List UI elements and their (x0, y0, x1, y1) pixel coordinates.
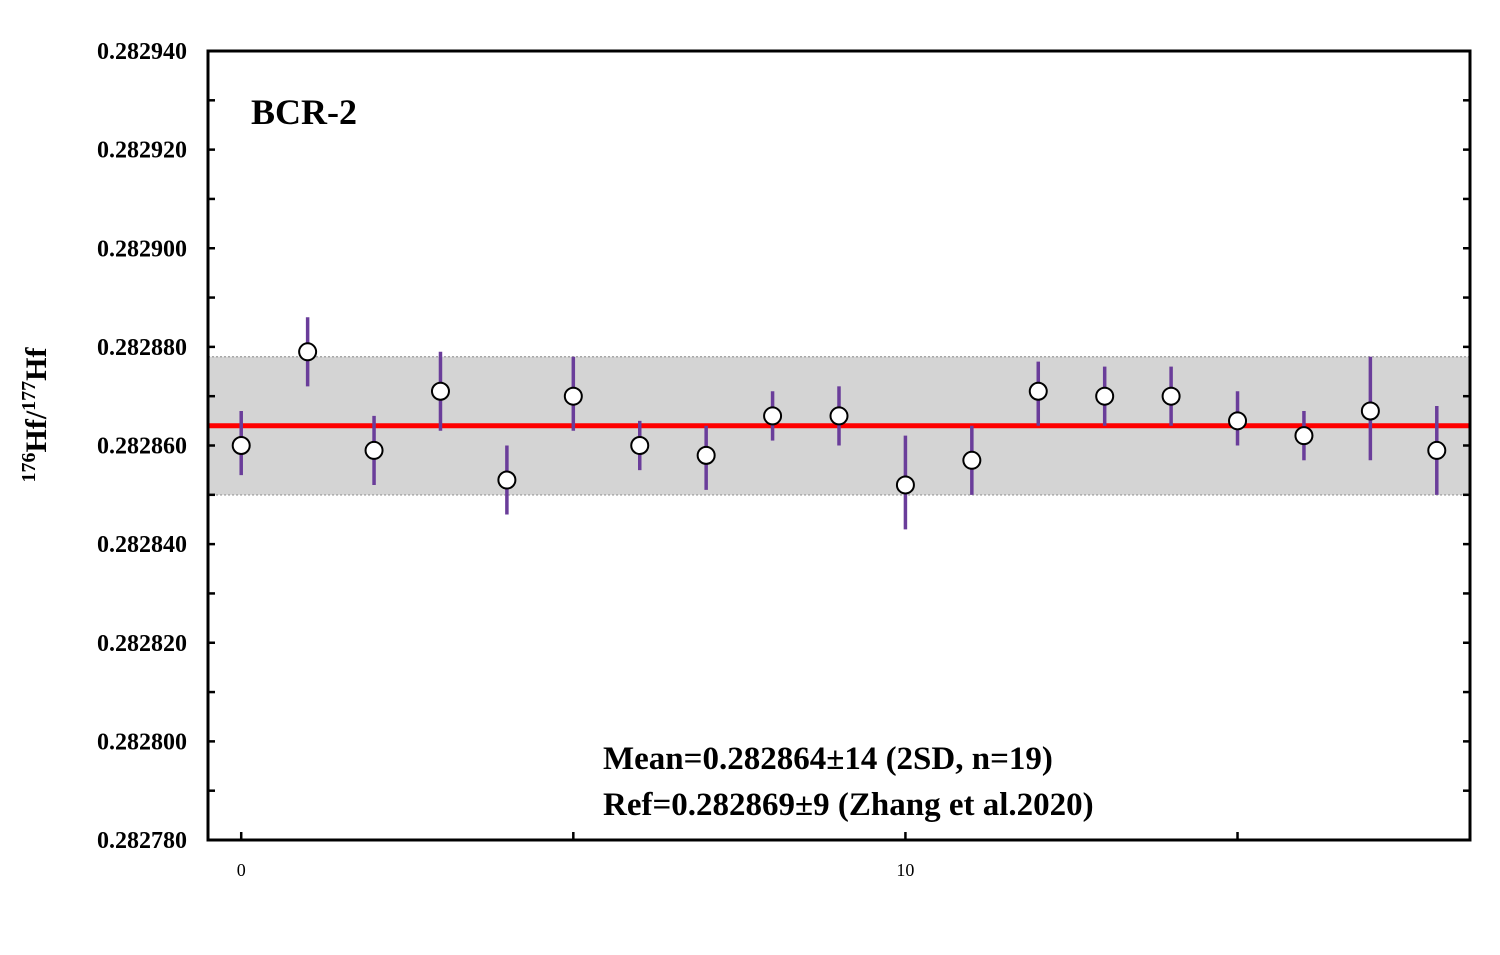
reference-annotation: Ref=0.282869±9 (Zhang et al.2020) (603, 787, 1094, 823)
y-tick-label: 0.282860 (97, 434, 187, 460)
data-point (895, 475, 915, 495)
data-point (763, 406, 783, 426)
data-point (231, 436, 251, 455)
point-layer (231, 342, 1447, 495)
x-tick-label: 10 (896, 860, 914, 880)
y-tick-label: 0.282940 (97, 39, 187, 65)
data-point (829, 406, 849, 426)
y-tick-label: 0.282900 (97, 236, 187, 262)
data-point (497, 470, 517, 490)
y-tick-label: 0.282780 (97, 828, 187, 854)
y-axis-label: 176Hf/177Hf (18, 346, 53, 482)
data-point (430, 381, 450, 401)
data-point (298, 342, 318, 362)
data-point (1294, 426, 1314, 446)
data-point (563, 386, 583, 406)
y-tick-label: 0.282800 (97, 729, 187, 755)
y-tick-label: 0.282920 (97, 138, 187, 164)
data-point (696, 445, 716, 465)
data-point (1360, 401, 1380, 421)
x-axis: 0 10 (237, 832, 1239, 880)
y-axis: 0.282780 0.282800 0.282820 0.282840 0.282860… (97, 39, 1470, 854)
data-point (364, 440, 384, 460)
data-point (1427, 440, 1447, 460)
data-point (1095, 386, 1115, 406)
mean-annotation: Mean=0.282864±14 (2SD, n=19) (603, 741, 1053, 777)
sample-label: BCR-2 (251, 92, 357, 132)
data-point (630, 436, 650, 455)
data-point (1161, 386, 1181, 406)
y-tick-label: 0.282840 (97, 532, 187, 558)
y-tick-label: 0.282820 (97, 631, 187, 657)
data-point (962, 450, 982, 470)
data-point (1028, 381, 1048, 401)
y-tick-label: 0.282880 (97, 335, 187, 361)
data-point (1228, 411, 1248, 431)
x-tick-label: 0 (237, 860, 246, 880)
